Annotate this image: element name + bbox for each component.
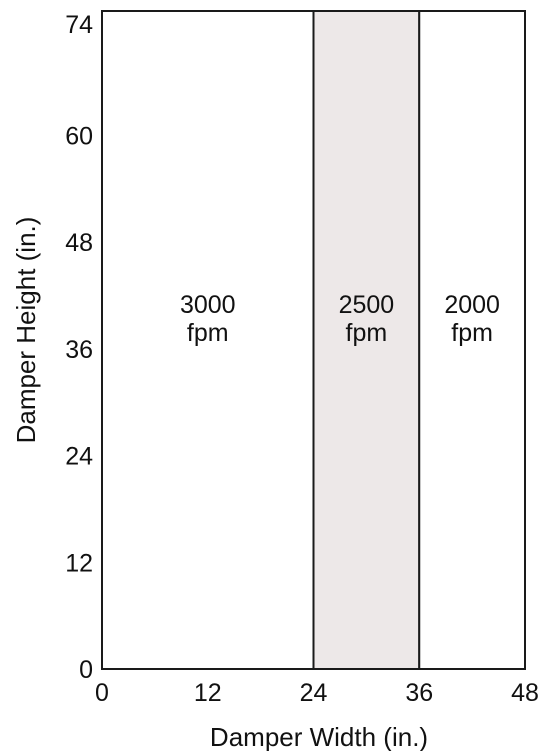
region-value-label-3: 2000 (444, 291, 500, 319)
y-tick-label-36: 36 (65, 336, 93, 364)
y-tick-label-74: 74 (65, 11, 93, 39)
x-tick-label-36: 36 (405, 679, 433, 707)
y-tick-label-60: 60 (65, 122, 93, 150)
x-tick-label-12: 12 (194, 679, 222, 707)
region-value-label-1: 3000 (180, 291, 236, 319)
frame-layer (101, 10, 526, 670)
x-tick-labels: 0 12 24 36 48 (95, 679, 539, 707)
region-unit-label-3: fpm (451, 319, 493, 347)
y-tick-label-24: 24 (65, 443, 93, 471)
velocity-region-2 (312, 10, 421, 670)
y-axis-label: Damper Height (in.) (11, 217, 41, 444)
y-tick-label-12: 12 (65, 549, 93, 577)
x-axis-label: Damper Width (in.) (210, 722, 428, 751)
y-tick-label-48: 48 (65, 229, 93, 257)
y-tick-label-0: 0 (79, 656, 93, 684)
region-value-label-2: 2500 (339, 291, 395, 319)
x-tick-label-48: 48 (511, 679, 539, 707)
x-tick-label-0: 0 (95, 679, 109, 707)
region-unit-label-2: fpm (346, 319, 388, 347)
velocity-region-1 (101, 10, 315, 670)
x-tick-label-24: 24 (300, 679, 328, 707)
plot-frame (101, 10, 526, 670)
region-unit-label-1: fpm (187, 319, 229, 347)
y-tick-labels: 0 12 24 36 48 60 74 (65, 11, 93, 684)
